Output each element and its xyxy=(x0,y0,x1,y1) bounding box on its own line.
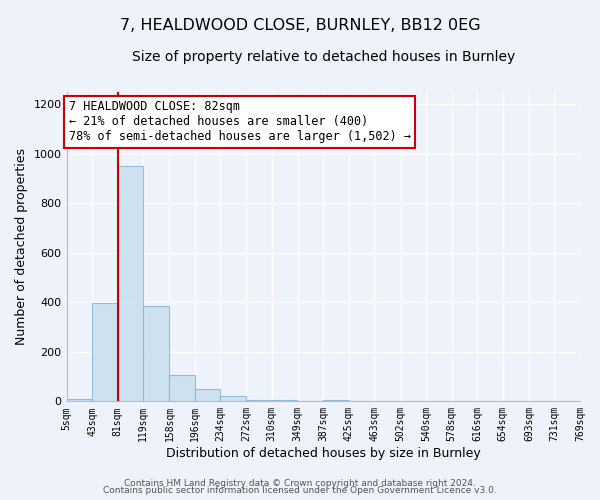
Bar xyxy=(195,389,220,402)
Bar xyxy=(220,396,246,402)
Bar xyxy=(92,304,118,402)
Text: 7 HEALDWOOD CLOSE: 82sqm
← 21% of detached houses are smaller (400)
78% of semi-: 7 HEALDWOOD CLOSE: 82sqm ← 21% of detach… xyxy=(68,100,410,143)
Text: Contains HM Land Registry data © Crown copyright and database right 2024.: Contains HM Land Registry data © Crown c… xyxy=(124,478,476,488)
Bar xyxy=(143,306,169,402)
Bar xyxy=(169,374,195,402)
Bar xyxy=(118,166,143,402)
X-axis label: Distribution of detached houses by size in Burnley: Distribution of detached houses by size … xyxy=(166,447,481,460)
Text: 7, HEALDWOOD CLOSE, BURNLEY, BB12 0EG: 7, HEALDWOOD CLOSE, BURNLEY, BB12 0EG xyxy=(119,18,481,32)
Bar xyxy=(323,400,349,402)
Bar xyxy=(272,400,297,402)
Title: Size of property relative to detached houses in Burnley: Size of property relative to detached ho… xyxy=(131,50,515,64)
Bar xyxy=(246,400,272,402)
Y-axis label: Number of detached properties: Number of detached properties xyxy=(15,148,28,345)
Bar xyxy=(67,399,92,402)
Text: Contains public sector information licensed under the Open Government Licence v3: Contains public sector information licen… xyxy=(103,486,497,495)
